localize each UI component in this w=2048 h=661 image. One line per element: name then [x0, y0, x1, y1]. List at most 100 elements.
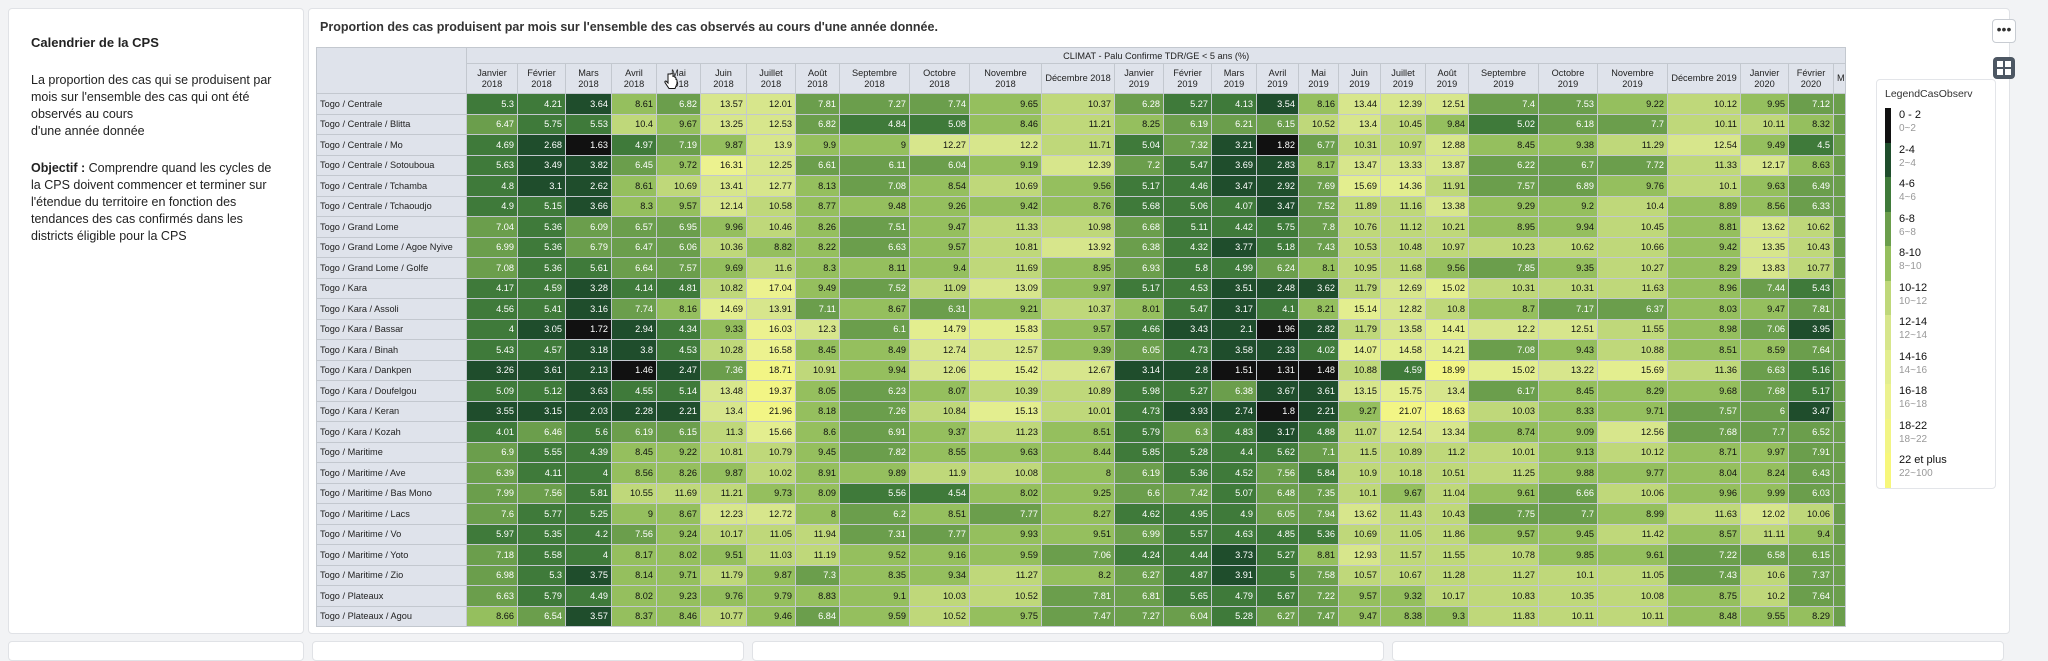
table-cell: 11.16 — [1380, 195, 1426, 217]
column-header[interactable]: Décembre 2019 — [1667, 63, 1741, 94]
column-header[interactable]: Janvier 2020 — [1740, 63, 1789, 94]
table-cell: 6.22 — [1468, 154, 1539, 176]
table-cell: 7.06 — [1041, 544, 1115, 566]
table-cell: 11.79 — [700, 564, 747, 586]
table-cell: 6.64 — [611, 257, 657, 279]
table-cell: 9.57 — [1468, 523, 1539, 545]
column-header[interactable]: Octobre 2019 — [1538, 63, 1598, 94]
legend-item[interactable]: 16-18 16~18 — [1885, 384, 1987, 419]
table-cell: 10.11 — [1740, 113, 1789, 135]
table-cell: 8.01 — [1114, 298, 1164, 320]
table-cell: 6.18 — [1538, 113, 1598, 135]
legend-item[interactable]: 8-10 8~10 — [1885, 246, 1987, 281]
table-cell: 5.36 — [1163, 462, 1212, 484]
table-cell — [1832, 482, 1847, 504]
legend-item[interactable]: 6-8 6~8 — [1885, 211, 1987, 246]
column-header[interactable]: Ma — [1832, 63, 1847, 94]
table-cell: 11.05 — [1597, 564, 1668, 586]
legend-item[interactable]: 22 et plus 22~100 — [1885, 453, 1987, 488]
legend-item[interactable]: 14-16 14~16 — [1885, 349, 1987, 384]
table-cell: 6.2 — [839, 503, 910, 525]
legend-item[interactable]: 2-4 2~4 — [1885, 142, 1987, 177]
table-cell: 3.47 — [1256, 195, 1299, 217]
table-cell: 3.1 — [517, 175, 566, 197]
column-header[interactable]: Février 2020 — [1788, 63, 1834, 94]
table-cell: 3.17 — [1256, 421, 1299, 443]
column-header[interactable]: Mars 2018 — [565, 63, 612, 94]
column-header[interactable]: Novembre 2019 — [1597, 63, 1668, 94]
table-cell: 4.87 — [1163, 564, 1212, 586]
table-cell: 1.31 — [1256, 359, 1299, 381]
column-header[interactable]: Juillet 2018 — [746, 63, 796, 94]
table-cell: 4.11 — [517, 462, 566, 484]
column-header[interactable]: Juillet 2019 — [1380, 63, 1426, 94]
table-cell: 10.62 — [1788, 216, 1834, 238]
column-header[interactable]: Avril 2019 — [1256, 63, 1299, 94]
table-cell: 3.93 — [1163, 400, 1212, 422]
column-header[interactable]: Juin 2019 — [1338, 63, 1381, 94]
column-header[interactable]: Septembre 2018 — [839, 63, 910, 94]
table-cell: 13.47 — [1338, 154, 1381, 176]
column-header[interactable]: Février 2018 — [517, 63, 566, 94]
column-header[interactable]: Août 2019 — [1425, 63, 1469, 94]
table-cell: 5.47 — [1163, 298, 1212, 320]
legend-item[interactable]: 0 - 2 0~2 — [1885, 108, 1987, 143]
column-header[interactable]: Juin 2018 — [700, 63, 747, 94]
table-cell: 5.6 — [565, 421, 612, 443]
column-header[interactable]: Avril 2018 — [611, 63, 657, 94]
table-cell: 8.44 — [1041, 441, 1115, 463]
table-cell: 15.69 — [1338, 175, 1381, 197]
table-cell: 9.4 — [909, 257, 970, 279]
table-row: Togo / Grand Lome / Agoe Nyive 6.99 5.36 6.… — [316, 236, 1847, 258]
column-header[interactable]: Mai 2018 — [656, 63, 701, 94]
legend-item[interactable]: 10-12 10~12 — [1885, 280, 1987, 315]
table-cell: 7.74 — [611, 298, 657, 320]
more-options-button[interactable]: ••• — [1992, 19, 2016, 43]
column-header[interactable]: Octobre 2018 — [909, 63, 970, 94]
column-header[interactable]: Décembre 2018 — [1041, 63, 1115, 94]
table-cell: 5.65 — [1163, 585, 1212, 607]
column-header[interactable]: Mai 2019 — [1298, 63, 1339, 94]
column-header[interactable]: Septembre 2019 — [1468, 63, 1539, 94]
table-cell: 8.83 — [795, 585, 840, 607]
legend-item[interactable]: 18-22 18~22 — [1885, 418, 1987, 453]
table-cell: 9.47 — [1740, 298, 1789, 320]
column-header[interactable]: Janvier 2018 — [466, 63, 518, 94]
table-cell: 10.81 — [700, 441, 747, 463]
table-row: Togo / Kara / Binah 5.43 4.57 3.18 3.8 4.53 10… — [316, 339, 1847, 361]
table-cell: 4.24 — [1114, 544, 1164, 566]
table-cell: 4.79 — [1211, 585, 1257, 607]
table-cell: 7.81 — [1041, 585, 1115, 607]
column-header[interactable]: Février 2019 — [1163, 63, 1212, 94]
table-cell: 10.98 — [1041, 216, 1115, 238]
table-cell: 9.87 — [746, 564, 796, 586]
table-cell: 10.11 — [1667, 113, 1741, 135]
pivot-grid: CLIMAT - Palu Confirme TDR/GE < 5 ans (%… — [316, 47, 1847, 627]
table-cell: 8.09 — [795, 482, 840, 504]
table-cell: 6.95 — [656, 216, 701, 238]
grid-view-icon[interactable] — [1993, 57, 2015, 79]
table-cell: 10.08 — [969, 462, 1042, 484]
column-header[interactable]: Janvier 2019 — [1114, 63, 1164, 94]
legend-item[interactable]: 4-6 4~6 — [1885, 177, 1987, 212]
column-header[interactable]: Août 2018 — [795, 63, 840, 94]
legend-item[interactable]: 12-14 12~14 — [1885, 315, 1987, 350]
table-cell: 5.09 — [466, 380, 518, 402]
table-cell: 9.84 — [1425, 113, 1469, 135]
table-cell: 9.22 — [1597, 93, 1668, 115]
table-cell: 4.4 — [1211, 441, 1257, 463]
pivot-table[interactable]: CLIMAT - Palu Confirme TDR/GE < 5 ans (%… — [316, 47, 1866, 637]
table-cell: 6.58 — [1740, 544, 1789, 566]
column-header[interactable]: Novembre 2018 — [969, 63, 1042, 94]
table-cell: 7.26 — [839, 400, 910, 422]
table-cell — [1832, 298, 1847, 320]
table-cell: 3.14 — [1114, 359, 1164, 381]
table-cell: 12.2 — [969, 134, 1042, 156]
table-cell: 12.51 — [1538, 318, 1598, 340]
table-cell: 8.57 — [1667, 523, 1741, 545]
table-cell: 7.52 — [1298, 195, 1339, 217]
table-cell: 7.51 — [839, 216, 910, 238]
column-header[interactable]: Mars 2019 — [1211, 63, 1257, 94]
row-label: Togo / Centrale / Sotouboua — [316, 154, 467, 176]
bottom-card — [8, 641, 304, 661]
